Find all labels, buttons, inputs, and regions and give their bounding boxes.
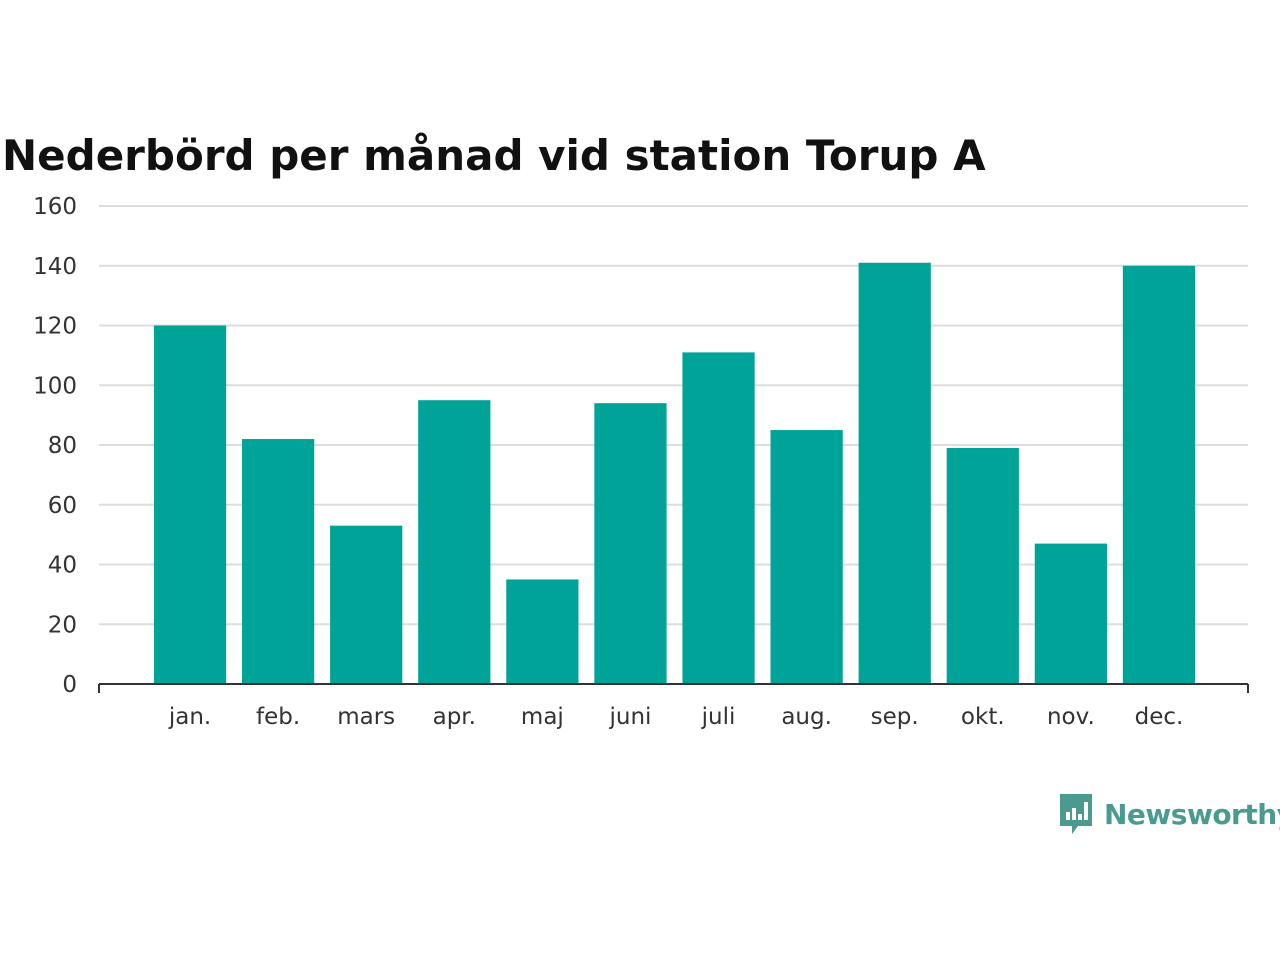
newsworthy-logo-icon [1060, 794, 1092, 834]
brand-name: Newsworthy [1104, 797, 1280, 831]
y-axis-ticks: 0 20 40 60 80 100 120 140 160 [33, 194, 77, 698]
x-tick-label: maj [521, 704, 564, 730]
x-tick-label: aug. [781, 704, 832, 730]
bar [1122, 265, 1196, 684]
bars [153, 262, 1196, 684]
bar [594, 403, 667, 684]
y-tick-label: 140 [33, 254, 77, 280]
x-tick-label: feb. [256, 704, 300, 730]
y-tick-label: 20 [48, 612, 77, 638]
x-tick-label: nov. [1047, 704, 1095, 730]
bar [1034, 543, 1107, 684]
bar [946, 447, 1019, 684]
x-tick-label: mars [337, 704, 395, 730]
x-tick-label: apr. [433, 704, 476, 730]
y-tick-label: 100 [33, 373, 77, 399]
x-tick-label: jan. [168, 704, 211, 730]
x-axis [98, 683, 1249, 693]
bar [242, 439, 315, 684]
chart-title: Nederbörd per månad vid station Torup A [2, 131, 986, 180]
x-tick-label: okt. [961, 704, 1005, 730]
bar [506, 579, 579, 684]
y-tick-label: 60 [48, 493, 77, 519]
bar [330, 525, 403, 684]
x-tick-label: sep. [871, 704, 919, 730]
y-tick-label: 40 [48, 553, 77, 579]
brand-logo: Newsworthy [1058, 790, 1280, 838]
bar [770, 430, 843, 684]
x-axis-ticks: jan. feb. mars apr. maj juni juli aug. sep. okt. n… [168, 704, 1183, 730]
y-tick-label: 160 [33, 194, 77, 220]
x-tick-label: juli [701, 704, 736, 730]
y-tick-label: 0 [62, 672, 77, 698]
bar [858, 262, 931, 684]
x-tick-label: juni [608, 704, 651, 730]
bar [418, 400, 491, 684]
y-tick-label: 120 [33, 314, 77, 340]
x-tick-label: dec. [1135, 704, 1184, 730]
bar [153, 325, 227, 684]
bar [682, 352, 755, 684]
y-tick-label: 80 [48, 433, 77, 459]
